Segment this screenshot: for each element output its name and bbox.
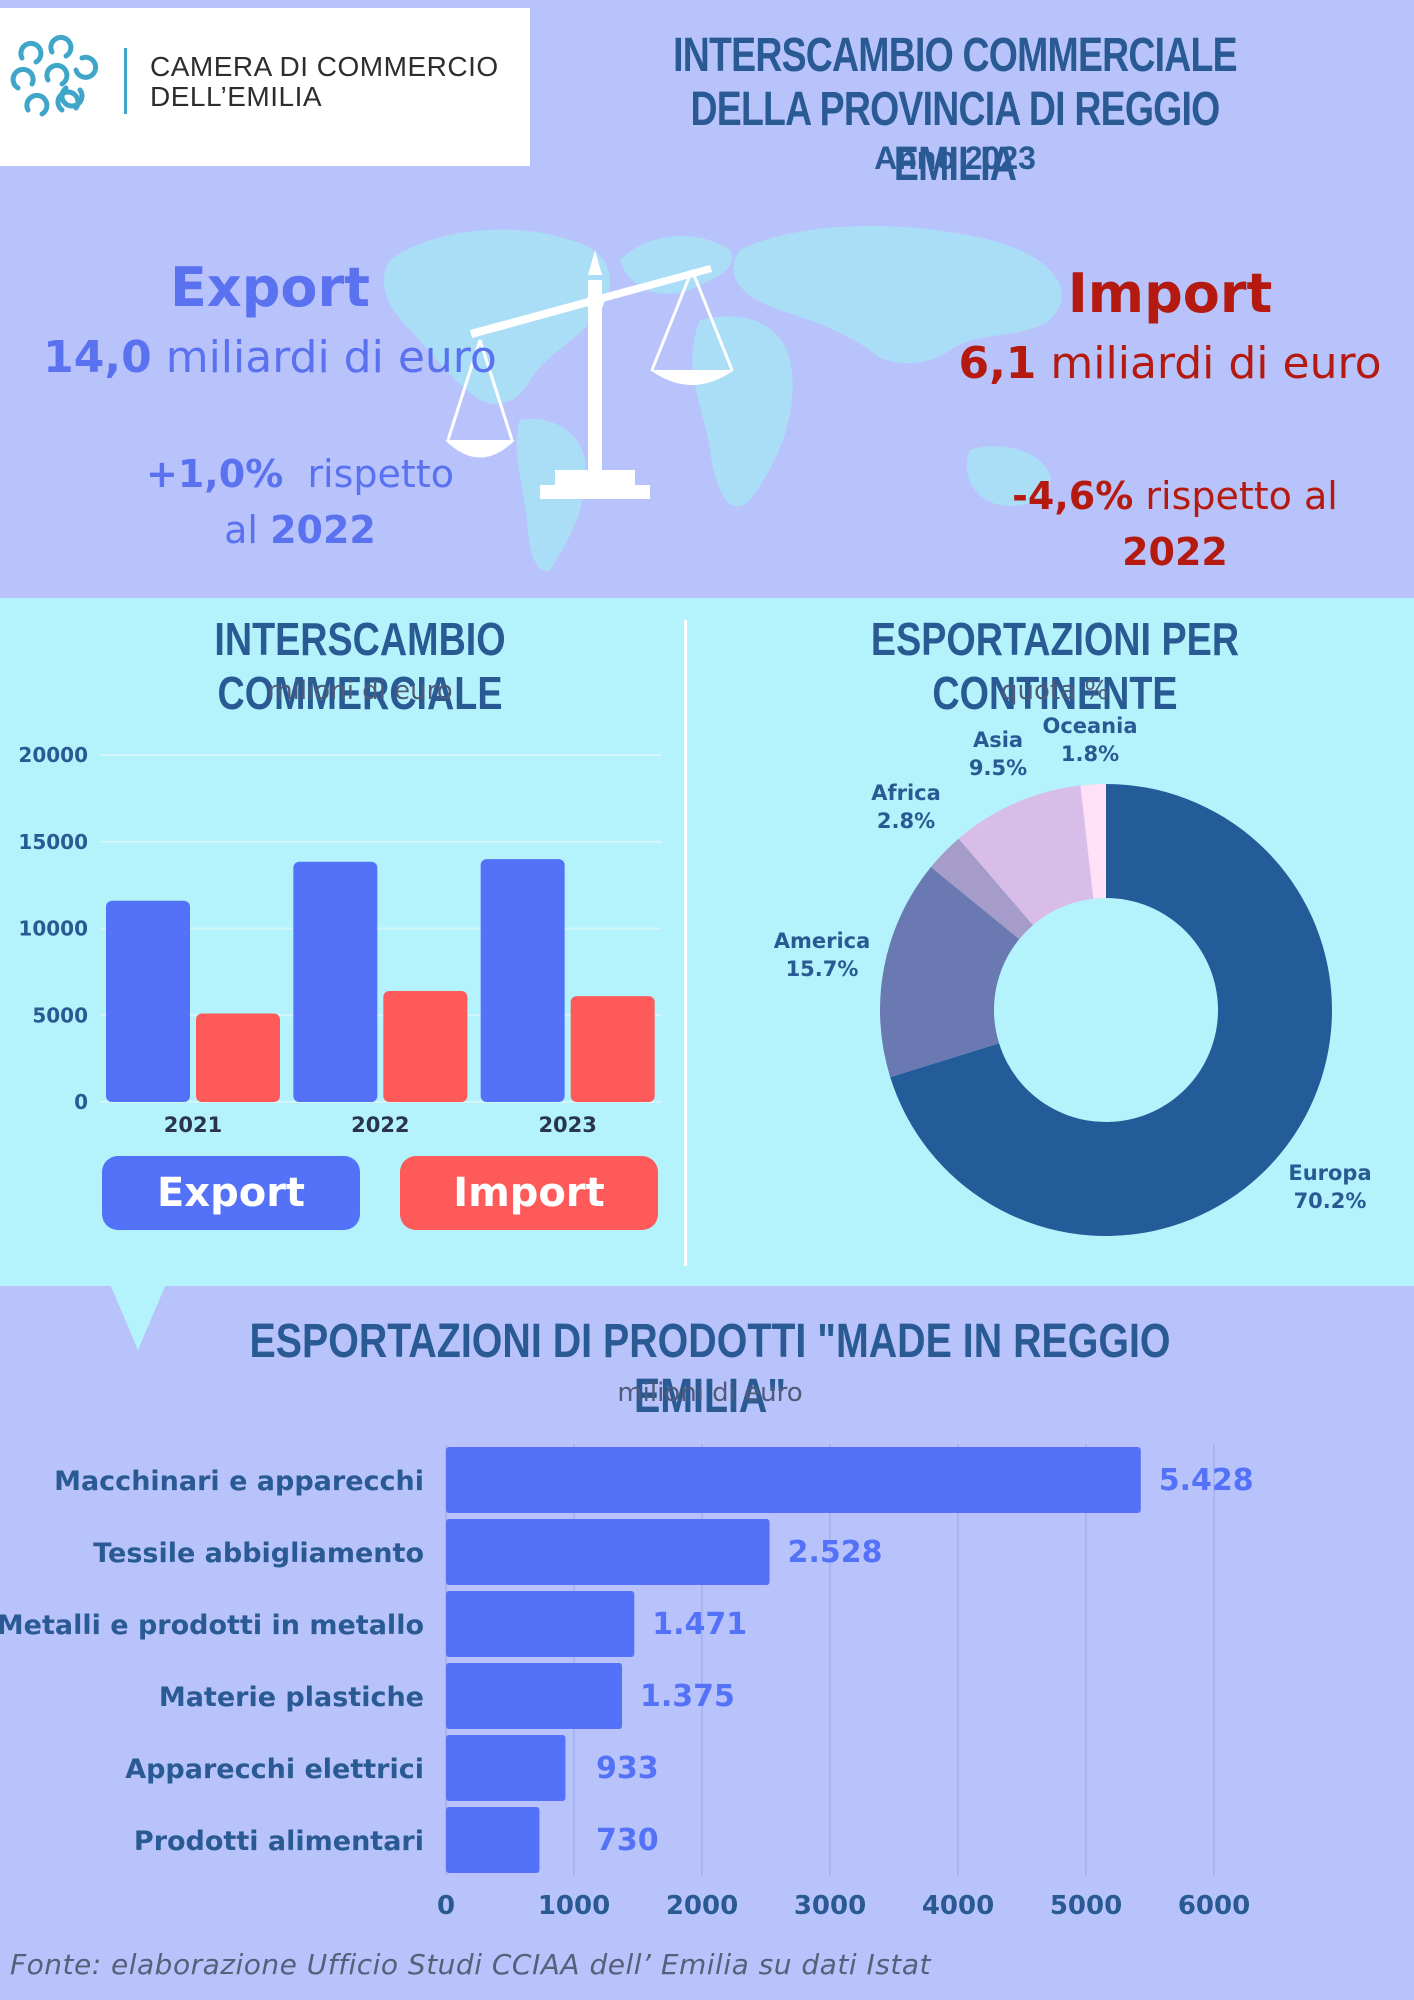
y-tick-label: 15000 [18, 830, 88, 854]
slice-value-label: 1.8% [1061, 742, 1119, 766]
x-tick-label: 2022 [351, 1113, 409, 1137]
product-value-label: 1.375 [640, 1679, 735, 1714]
product-bar [446, 1519, 770, 1585]
product-label: Tessile abbigliamento [93, 1538, 424, 1569]
product-value-label: 933 [596, 1751, 659, 1786]
import-change-value: -4,6% [1012, 474, 1134, 518]
import-label: Import [1067, 262, 1273, 325]
bar-export-2023 [480, 859, 565, 1102]
slice-america [880, 867, 1020, 1078]
page-title-line-1: INTERSCAMBIO COMMERCIALE [673, 29, 1237, 82]
slice-value-label: 9.5% [969, 756, 1027, 780]
y-tick-label: 0 [74, 1090, 88, 1114]
import-total: 6,1 miliardi di euro [940, 338, 1400, 389]
x-tick-label: 2000 [666, 1891, 738, 1921]
import-total-value: 6,1 [958, 338, 1037, 389]
export-total-value: 14,0 [43, 332, 152, 383]
product-value-label: 730 [596, 1823, 659, 1858]
slice-value-label: 2.8% [877, 809, 935, 833]
export-change-text: rispetto [307, 452, 454, 496]
continent-donut-chart: Europa 70.2% America 15.7% Africa 2.8% Asia 9.5… [774, 714, 1372, 1236]
bar-import-2022 [383, 990, 468, 1102]
export-total-unit: miliardi di euro [165, 332, 497, 383]
export-change: +1,0% rispetto al 2022 [120, 446, 480, 558]
slice-asia [958, 785, 1094, 926]
products-chart-subtitle: milioni di euro [617, 1378, 803, 1408]
product-bar [446, 1663, 622, 1729]
panel-divider [684, 620, 687, 1266]
slice-oceania [1080, 784, 1106, 899]
x-tick-label: 0 [437, 1891, 455, 1921]
chamber-logo-icon [10, 34, 99, 117]
trade-bar-chart: 0 5000 10000 15000 20000 2021 2022 2023 [18, 743, 662, 1137]
export-total: 14,0 miliardi di euro [40, 332, 500, 383]
logo-line-2: DELL’EMILIA [150, 81, 323, 112]
product-value-label: 1.471 [652, 1607, 747, 1642]
slice-label: Europa [1288, 1161, 1371, 1185]
legend-export: Export [102, 1156, 360, 1230]
product-value-label: 2.528 [788, 1535, 883, 1570]
slice-value-label: 70.2% [1294, 1189, 1367, 1213]
logo-divider [124, 48, 127, 114]
product-label: Metalli e prodotti in metallo [0, 1610, 424, 1641]
slice-europa [890, 784, 1332, 1236]
y-tick-label: 10000 [18, 917, 88, 941]
bar-export-2022 [293, 861, 378, 1102]
product-bar [446, 1735, 566, 1801]
x-tick-label: 2023 [538, 1113, 596, 1137]
page-title-line-2: DELLA PROVINCIA DI REGGIO EMILIA [690, 83, 1221, 191]
export-change-value: +1,0% [146, 452, 284, 496]
import-change: -4,6% rispetto al 2022 [980, 468, 1370, 580]
continent-chart-title: ESPORTAZIONI PER CONTINENTE [870, 613, 1240, 719]
x-tick-label: 1000 [538, 1891, 610, 1921]
y-tick-label: 20000 [18, 743, 88, 767]
export-label: Export [170, 256, 370, 319]
world-map-illustration [383, 226, 1062, 571]
x-tick-label: 6000 [1178, 1891, 1250, 1921]
slice-value-label: 15.7% [786, 957, 859, 981]
logo-text: CAMERA DI COMMERCIO DELL’EMILIA [150, 52, 499, 112]
export-change-text-2: al [224, 508, 258, 552]
x-tick-label: 2021 [164, 1113, 222, 1137]
bar-export-2021 [106, 900, 190, 1102]
import-change-text: rispetto al [1145, 474, 1338, 518]
trade-chart-subtitle: milioni di euro [267, 676, 453, 706]
product-label: Macchinari e apparecchi [54, 1466, 424, 1497]
trade-chart-title: INTERSCAMBIO COMMERCIALE [214, 613, 506, 719]
bar-import-2023 [570, 996, 655, 1102]
export-change-year: 2022 [270, 508, 376, 552]
logo-line-1: CAMERA DI COMMERCIO [150, 51, 499, 82]
import-total-unit: miliardi di euro [1050, 338, 1382, 389]
product-value-label: 5.428 [1159, 1463, 1254, 1498]
continent-chart-subtitle: quota % [1001, 676, 1109, 706]
product-bar [446, 1807, 540, 1873]
products-chart-title: ESPORTAZIONI DI PRODOTTI "MADE IN REGGIO… [249, 1315, 1171, 1423]
logo-panel [0, 8, 530, 166]
product-label: Prodotti alimentari [134, 1826, 424, 1857]
bar-import-2021 [196, 1013, 280, 1102]
products-bar-chart: 0 1000 2000 3000 4000 5000 6000 Macchinari e ap… [0, 1444, 1254, 1921]
slice-label: Africa [871, 781, 941, 805]
x-tick-label: 4000 [922, 1891, 994, 1921]
slice-label: America [774, 929, 871, 953]
slice-label: Oceania [1042, 714, 1137, 738]
import-change-year: 2022 [1122, 530, 1228, 574]
product-bar [446, 1591, 635, 1657]
y-tick-label: 5000 [32, 1003, 88, 1027]
legend-import: Import [400, 1156, 658, 1230]
page-year: Anno 2023 [874, 140, 1036, 176]
product-label: Materie plastiche [159, 1682, 424, 1713]
x-tick-label: 3000 [794, 1891, 866, 1921]
slice-label: Asia [973, 728, 1023, 752]
source-note: Fonte: elaborazione Ufficio Studi CCIAA … [10, 1948, 931, 1981]
x-tick-label: 5000 [1050, 1891, 1122, 1921]
product-bar [446, 1447, 1141, 1513]
band-pointer [110, 1284, 166, 1350]
product-label: Apparecchi elettrici [125, 1754, 424, 1785]
slice-africa [930, 838, 1033, 940]
